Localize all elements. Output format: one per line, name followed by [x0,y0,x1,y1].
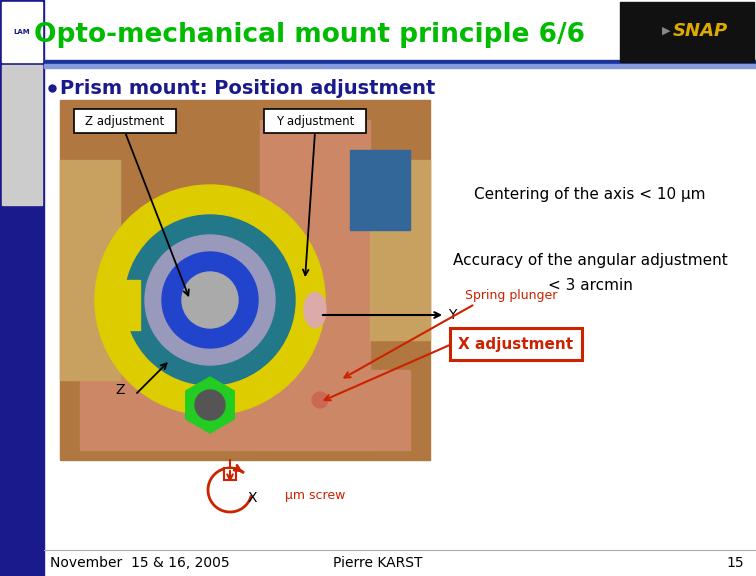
Bar [80,370,410,450]
FancyBboxPatch shape [450,328,582,360]
Circle shape [95,185,325,415]
Circle shape [312,392,328,408]
FancyBboxPatch shape [74,109,176,133]
Bar [0,0,44,576]
Bar [620,2,754,62]
FancyBboxPatch shape [264,109,366,133]
Text: LAM: LAM [14,29,30,35]
Bar [2,65,42,205]
Text: Z adjustment: Z adjustment [85,115,165,127]
Text: ▶: ▶ [662,26,671,36]
Text: Pierre KARST: Pierre KARST [333,556,423,570]
Text: SNAP: SNAP [672,22,727,40]
Text: Prism mount: Position adjustment: Prism mount: Position adjustment [60,78,435,97]
Ellipse shape [304,293,326,328]
Bar [110,280,140,330]
Bar [260,120,370,450]
Circle shape [182,272,238,328]
Text: Centering of the axis < 10 μm: Centering of the axis < 10 μm [474,188,706,203]
Text: Opto-mechanical mount principle 6/6: Opto-mechanical mount principle 6/6 [35,22,585,48]
Text: Z: Z [115,383,125,397]
Text: μm screw: μm screw [285,488,345,502]
Bar [2,2,42,62]
Circle shape [145,235,275,365]
Text: X adjustment: X adjustment [458,336,574,351]
Circle shape [195,390,225,420]
Text: X: X [248,491,258,505]
Text: November  15 & 16, 2005: November 15 & 16, 2005 [50,556,230,570]
Text: 15: 15 [727,556,744,570]
Text: Y: Y [448,308,457,322]
Bar [370,160,430,340]
Bar [44,64,756,68]
Circle shape [162,252,258,348]
Bar [224,468,236,480]
Text: Accuracy of the angular adjustment: Accuracy of the angular adjustment [453,252,727,267]
Text: Y adjustment: Y adjustment [276,115,355,127]
Bar [350,150,410,230]
Bar [60,100,430,460]
Text: < 3 arcmin: < 3 arcmin [547,278,633,293]
Text: Spring plunger: Spring plunger [465,289,557,301]
Circle shape [125,215,295,385]
Bar [44,60,756,64]
Bar [60,160,120,380]
